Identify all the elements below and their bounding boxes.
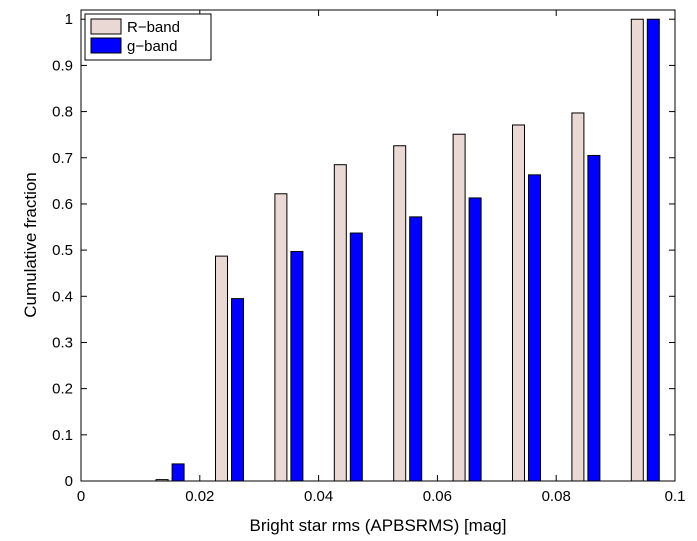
y-tick-label: 0.1 xyxy=(52,427,73,444)
x-axis-label: Bright star rms (APBSRMS) [mag] xyxy=(250,516,507,535)
bar-r-band-3 xyxy=(274,193,288,482)
bar-g-band-1 xyxy=(171,463,185,482)
bar-r-band-2 xyxy=(215,255,228,482)
y-tick-label: 0.3 xyxy=(52,334,73,351)
y-tick-label: 0.8 xyxy=(52,104,73,121)
y-tick-label: 0 xyxy=(65,473,73,490)
y-tick-label: 0.9 xyxy=(52,57,73,74)
bar-r-band-7 xyxy=(512,124,525,482)
y-tick-label: 0.7 xyxy=(52,150,73,167)
bar-g-band-7 xyxy=(528,174,541,482)
x-tick-label: 0.08 xyxy=(542,488,571,505)
y-tick-label: 0.5 xyxy=(52,242,73,259)
bar-g-band-8 xyxy=(587,154,601,482)
bar-r-band-9 xyxy=(630,18,644,482)
x-axis: 0 0.02 0.04 0.06 0.08 0.1 xyxy=(77,10,686,505)
y-axis: 0 0.1 0.2 0.3 0.4 0.5 0.6 0.7 0.8 0.9 1 xyxy=(52,11,675,490)
legend-label-r-band: R−band xyxy=(127,19,180,36)
bar-r-band-6 xyxy=(452,133,466,482)
bar-r-band-4 xyxy=(333,164,347,482)
y-tick-label: 0.2 xyxy=(52,381,73,398)
legend-label-g-band: g−band xyxy=(127,38,177,55)
x-tick-label: 0.02 xyxy=(185,488,214,505)
bar-g-band-5 xyxy=(409,216,423,482)
bar-g-band-9 xyxy=(646,18,660,482)
x-tick-label: 0.04 xyxy=(304,488,333,505)
bar-g-band-4 xyxy=(349,232,363,482)
x-tick-label: 0.06 xyxy=(423,488,452,505)
x-tick-label: 0 xyxy=(77,488,85,505)
y-tick-label: 0.6 xyxy=(52,196,73,213)
bar-r-band-5 xyxy=(393,145,407,482)
bar-r-band-8 xyxy=(571,112,585,482)
bar-g-band-3 xyxy=(290,251,304,482)
bar-g-band-6 xyxy=(468,197,482,482)
y-axis-label: Cumulative fraction xyxy=(21,172,40,318)
y-tick-label: 0.4 xyxy=(52,288,73,305)
x-tick-label: 0.1 xyxy=(665,488,686,505)
legend-swatch-g-band xyxy=(90,37,122,54)
legend: R−band g−band xyxy=(84,13,212,61)
y-tick-label: 1 xyxy=(65,11,73,28)
plot-area xyxy=(80,9,676,482)
bar-r-band-1 xyxy=(155,479,169,482)
legend-swatch-r-band xyxy=(90,18,122,35)
bars xyxy=(155,18,660,482)
bar-g-band-2 xyxy=(231,298,244,482)
